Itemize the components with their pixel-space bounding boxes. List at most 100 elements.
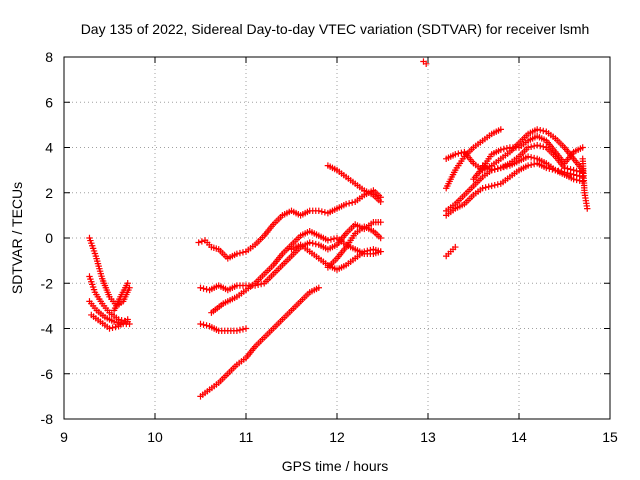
y-tick-label: -4 (41, 321, 54, 337)
data-point (198, 238, 206, 245)
data-point (257, 280, 265, 288)
series-arc4 (88, 311, 131, 332)
data-point (491, 166, 498, 173)
data-point (537, 126, 544, 134)
data-point (233, 250, 241, 258)
data-point (491, 182, 498, 189)
x-tick-label: 15 (602, 429, 618, 445)
data-point (367, 246, 374, 254)
data-point (452, 151, 459, 158)
data-point (112, 323, 119, 331)
data-point (109, 324, 116, 331)
data-point (309, 240, 316, 247)
data-point (342, 200, 350, 208)
plot-frame (63, 56, 611, 420)
data-point (422, 60, 430, 67)
data-point (348, 199, 356, 206)
series-arc21 (443, 243, 459, 260)
data-point (377, 218, 384, 226)
y-tick-label: 4 (45, 140, 53, 156)
data-point (345, 200, 353, 207)
data-point (126, 320, 133, 328)
series-arc8 (197, 320, 250, 334)
data-point (573, 167, 580, 175)
data-point (561, 164, 568, 172)
data-point (236, 326, 244, 334)
data-point (573, 176, 580, 184)
data-point (377, 234, 384, 242)
series-arc6 (195, 187, 384, 262)
data-point (124, 316, 131, 323)
data-point (567, 166, 574, 173)
series-arc1 (86, 234, 133, 310)
y-tick-label: 8 (45, 49, 53, 65)
data-point (494, 181, 501, 188)
data-point (488, 166, 495, 174)
data-point (312, 240, 319, 248)
data-point (306, 239, 313, 246)
data-point (494, 165, 501, 172)
data-point (197, 320, 204, 328)
y-tick-label: -8 (41, 411, 54, 427)
x-tick-label: 10 (147, 429, 163, 445)
y-axis-label: SDTVAR / TECUs (9, 182, 25, 294)
data-point (200, 285, 207, 292)
series-arc3 (86, 298, 133, 328)
data-point (500, 145, 508, 153)
data-point (377, 198, 384, 205)
y-tick-label: 6 (45, 94, 53, 110)
y-tick-label: 2 (45, 185, 53, 201)
data-point (479, 185, 486, 192)
data-point (530, 142, 538, 150)
data-point (239, 249, 247, 256)
x-tick-label: 13 (420, 429, 436, 445)
data-point (485, 183, 492, 190)
data-point (113, 319, 121, 326)
data-point (497, 126, 504, 133)
y-tick-label: 0 (45, 230, 53, 246)
data-point (330, 235, 338, 242)
data-point (203, 322, 210, 329)
series-arc18 (443, 160, 586, 219)
data-point (524, 162, 532, 169)
data-point (106, 325, 113, 332)
x-tick-label: 9 (60, 429, 68, 445)
data-point (530, 154, 538, 162)
data-point (524, 144, 532, 151)
data-point (361, 248, 368, 255)
data-point (315, 284, 322, 291)
data-point (497, 146, 504, 153)
x-tick-label: 14 (511, 429, 527, 445)
data-points (86, 58, 591, 400)
series-arc7 (197, 218, 384, 294)
y-tick-label: -2 (41, 275, 54, 291)
data-point (527, 154, 535, 161)
data-point (534, 142, 541, 149)
data-point (570, 166, 577, 174)
data-point (110, 318, 118, 325)
data-point (482, 184, 489, 191)
data-point (364, 247, 371, 255)
x-tick-label: 11 (239, 429, 254, 445)
data-point (488, 182, 495, 190)
data-point (200, 321, 207, 328)
series-arc22 (579, 155, 591, 212)
series-arc20 (479, 142, 586, 176)
data-point (564, 165, 571, 172)
data-point (242, 325, 250, 332)
data-point (327, 236, 335, 243)
data-point (576, 168, 583, 175)
data-point (527, 161, 535, 169)
data-point (570, 175, 577, 183)
data-point (549, 166, 556, 173)
data-point (546, 165, 553, 172)
x-tick-label: 12 (329, 429, 345, 445)
series-arc14 (420, 58, 430, 67)
data-point (503, 145, 511, 152)
data-point (455, 150, 462, 157)
data-point (458, 149, 465, 156)
data-point (524, 153, 532, 160)
series-arc10 (197, 284, 322, 400)
data-point (239, 326, 247, 333)
